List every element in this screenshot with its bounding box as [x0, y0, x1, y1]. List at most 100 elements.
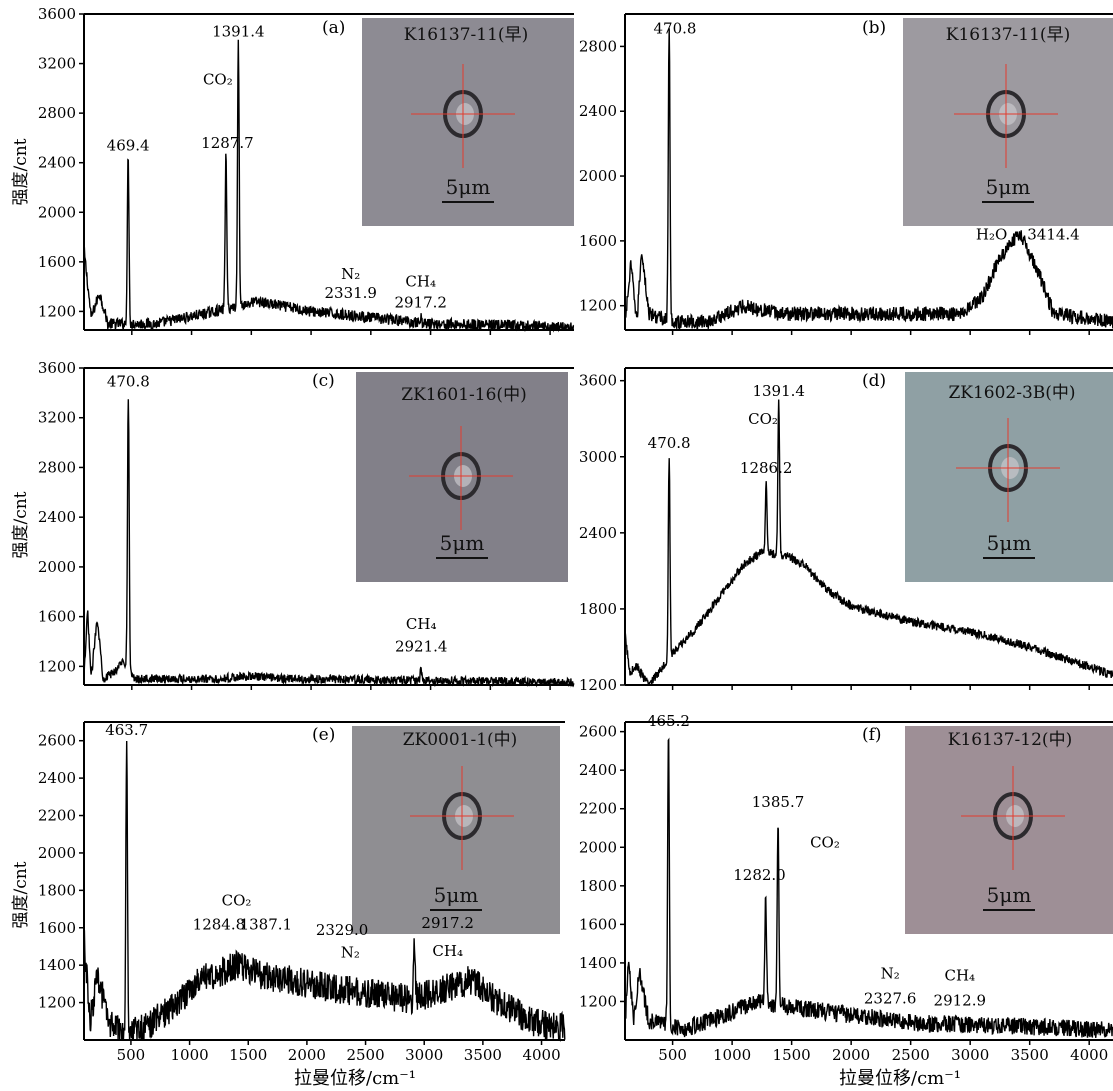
x-tick-label: 2500 [892, 1046, 930, 1064]
y-tick-label: 2400 [38, 769, 76, 787]
peak-annotation: 1284.8 [193, 916, 246, 934]
x-tick-label: 500 [658, 1046, 687, 1064]
peak-annotation: 463.7 [105, 721, 148, 739]
scale-bar-label: 5μm [434, 883, 479, 907]
peak-annotation: 470.8 [107, 373, 150, 391]
micrograph-inset-b: K16137-11(早) 5μm [903, 18, 1113, 226]
sample-id-label: ZK1601-16(中) [401, 385, 526, 405]
y-tick-label: 2600 [579, 723, 617, 741]
panel-e: ZK0001-1(中) 5μm 1200 1400 1600 1800 2000 2200 24… [38, 721, 566, 1064]
peak-annotation: 1287.7 [201, 134, 254, 152]
y-tick-label: 2000 [579, 167, 617, 185]
peak-annotation: 2921.4 [395, 637, 448, 655]
y-tick-label: 1400 [579, 954, 617, 972]
peak-annotation: CO₂ [222, 891, 252, 909]
peak-annotation: 1282.0 [733, 866, 786, 884]
y-tick-label: 1200 [579, 992, 617, 1010]
spectrum-line-a [83, 39, 575, 333]
scale-bar-label: 5μm [446, 175, 491, 199]
panel-b: K16137-11(早) 5μm 1200 1600 2000 2400 2800 (b) 47… [579, 13, 1113, 335]
y-tick-label: 3600 [38, 5, 76, 23]
y-tick-label: 3000 [579, 448, 617, 466]
x-tick-label: 1500 [229, 1046, 267, 1064]
peak-annotation: 2329.0 [316, 921, 369, 939]
y-tick-label: 2000 [38, 844, 76, 862]
y-tick-label: 2600 [38, 732, 76, 750]
y-axis-label-top: 强度/cnt [11, 138, 31, 205]
peak-annotation: 2912.9 [934, 991, 987, 1009]
sample-id-label: K16137-12(中) [948, 730, 1072, 750]
y-tick-label: 2400 [579, 761, 617, 779]
x-tick-label: 2500 [346, 1046, 384, 1064]
micrograph-background [905, 726, 1113, 934]
y-tick-label: 2200 [579, 800, 617, 818]
sample-id-label: K16137-11(早) [404, 25, 528, 45]
panel-label: (f) [862, 725, 882, 745]
sample-id-label: K16137-11(早) [946, 25, 1070, 45]
y-tick-label: 1200 [579, 676, 617, 694]
panel-label: (c) [312, 371, 335, 391]
spectrum-line-c [83, 399, 575, 688]
peak-annotation: 470.8 [648, 434, 691, 452]
sample-id-label: ZK0001-1(中) [403, 730, 518, 750]
spectrum-line-f [624, 737, 1113, 1038]
micrograph-inset-c: ZK1601-16(中) 5μm [356, 372, 568, 582]
y-axis-label-bottom: 强度/cnt [11, 861, 31, 928]
x-tick-label: 1000 [170, 1046, 208, 1064]
spectrum-line-b [624, 28, 1113, 330]
scale-bar-label: 5μm [987, 531, 1032, 555]
peak-annotation: CH₄ [405, 273, 436, 291]
peak-annotation: 465.2 [647, 712, 690, 730]
panel-d: ZK1602-3B(中) 5μm 1200 1800 2400 3000 3600 (d) 47… [579, 367, 1113, 694]
peak-annotation: 1391.4 [752, 382, 805, 400]
panel-a: K16137-11(早) 5μm 1200 1600 2000 2400 2800 3200 3… [38, 5, 575, 335]
x-tick-label: 1000 [713, 1046, 751, 1064]
y-tick-label: 3600 [579, 372, 617, 390]
y-tick-label: 2800 [38, 104, 76, 122]
spectrum-line-e [83, 740, 566, 1042]
peak-annotation: 1385.7 [752, 793, 805, 811]
y-tick-label: 2800 [38, 458, 76, 476]
y-tick-label: 1600 [579, 232, 617, 250]
spectrum-line-d [624, 399, 1113, 686]
panel-label: (e) [312, 725, 335, 745]
peak-annotation: CH₄ [406, 615, 437, 633]
y-tick-label: 1400 [38, 956, 76, 974]
peak-annotation: N₂ [881, 964, 900, 982]
peak-annotation: 3414.4 [1027, 225, 1080, 243]
micrograph-inset-e: ZK0001-1(中) 5μm [352, 726, 560, 934]
x-tick-label: 4000 [522, 1046, 560, 1064]
y-tick-label: 1800 [579, 877, 617, 895]
panel-f: K16137-12(中) 5μm 1200 1400 1600 1800 2000 2200 2… [579, 712, 1113, 1064]
x-tick-label: 3000 [951, 1046, 989, 1064]
scale-bar-label: 5μm [440, 531, 485, 555]
peak-annotation: CO₂ [748, 410, 778, 428]
scale-bar-label: 5μm [987, 883, 1032, 907]
y-tick-label: 2200 [38, 807, 76, 825]
y-tick-label: 2400 [38, 154, 76, 172]
peak-annotation: CO₂ [810, 833, 840, 851]
y-axis-label-middle: 强度/cnt [11, 491, 31, 558]
micrograph-inset-a: K16137-11(早) 5μm [362, 18, 574, 226]
y-tick-label: 2000 [579, 838, 617, 856]
micrograph-inset-d: ZK1602-3B(中) 5μm [905, 372, 1113, 582]
x-tick-label: 3000 [405, 1046, 443, 1064]
panel-label: (b) [862, 18, 886, 38]
y-tick-label: 1200 [579, 297, 617, 315]
y-tick-label: 1600 [38, 919, 76, 937]
peak-annotation: 1391.4 [212, 22, 265, 40]
micrograph-inset-f: K16137-12(中) 5μm [905, 726, 1113, 934]
y-tick-label: 1800 [579, 600, 617, 618]
y-tick-label: 3200 [38, 55, 76, 73]
peak-annotation: 469.4 [107, 136, 150, 154]
y-tick-label: 2400 [579, 102, 617, 120]
y-tick-label: 1600 [38, 253, 76, 271]
y-axis-labels: 强度/cnt 强度/cnt 强度/cnt [11, 138, 31, 928]
peak-annotation: 1387.1 [240, 916, 293, 934]
y-tick-label: 2400 [579, 524, 617, 542]
peak-annotation: 2917.2 [394, 294, 447, 312]
y-tick-label: 2000 [38, 203, 76, 221]
y-tick-label: 1200 [38, 657, 76, 675]
peak-annotation: 2327.6 [864, 989, 917, 1007]
